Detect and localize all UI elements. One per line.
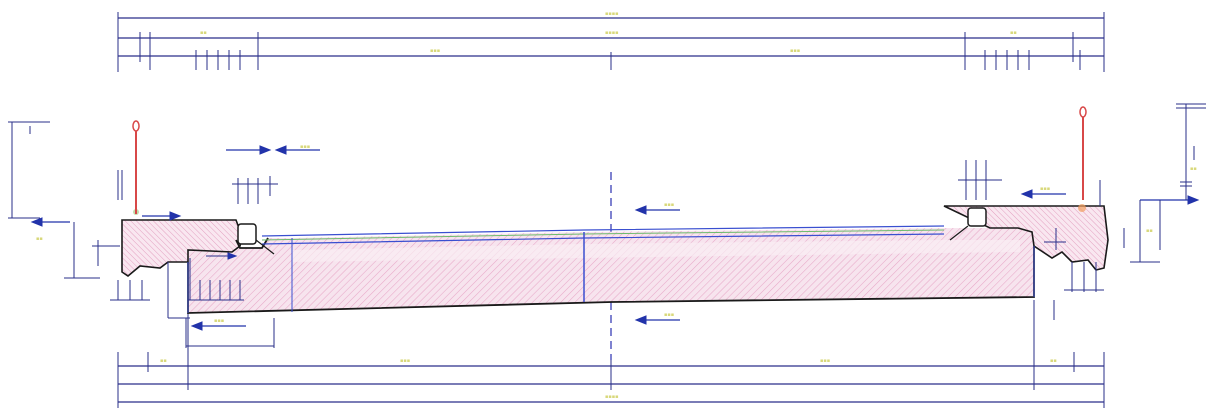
svg-text:▪▪▪: ▪▪▪ [664,312,674,318]
svg-text:▪▪▪▪: ▪▪▪▪ [605,11,619,17]
left-detail-dimensions [8,121,278,348]
faint-annotation-labels: ▪▪▪ ▪▪▪ ▪▪▪ ▪▪▪ ▪▪▪ ▪▪ ▪▪ ▪▪ [36,144,1197,324]
svg-text:▪▪▪: ▪▪▪ [300,144,310,150]
direction-arrow-icon [1020,189,1066,199]
svg-text:▪▪▪: ▪▪▪ [400,358,410,364]
svg-text:▪▪▪: ▪▪▪ [790,48,800,54]
direction-arrow-icon [226,145,320,155]
svg-text:▪▪: ▪▪ [1010,30,1017,36]
direction-arrow-icon [634,205,680,215]
right-groove-pocket [967,207,987,227]
svg-text:▪▪▪: ▪▪▪ [214,318,224,324]
right-detail-dimensions [958,103,1206,320]
svg-text:▪▪: ▪▪ [160,358,167,364]
direction-arrow-icon [30,217,70,227]
lifting-eye-icon [1079,106,1087,200]
direction-arrow-icon [634,315,680,325]
direction-arrow-icon [1140,195,1200,205]
direction-arrow-icon [190,321,246,331]
bottom-dimension-chains: ▪▪▪ ▪▪▪ ▪▪▪▪ ▪▪ ▪▪ [117,300,1105,408]
left-groove-pocket [237,223,257,245]
lifting-eye-icon [132,120,140,214]
svg-text:▪▪▪: ▪▪▪ [430,48,440,54]
svg-text:▪▪: ▪▪ [1190,166,1197,172]
svg-text:▪▪▪: ▪▪▪ [820,358,830,364]
top-dimension-chains: ▪▪▪▪ ▪▪▪▪ ▪▪▪ ▪▪▪ ▪▪ ▪▪ [117,11,1105,72]
svg-text:▪▪: ▪▪ [1050,358,1057,364]
direction-arrow-icon [142,211,182,221]
svg-text:▪▪▪: ▪▪▪ [664,202,674,208]
section-profile [121,204,1109,314]
svg-text:▪▪: ▪▪ [200,30,207,36]
svg-text:▪▪: ▪▪ [1146,228,1153,234]
svg-text:▪▪▪: ▪▪▪ [1040,186,1050,192]
svg-text:▪▪▪▪: ▪▪▪▪ [605,30,619,36]
svg-text:▪▪▪▪: ▪▪▪▪ [605,394,619,400]
svg-text:▪▪: ▪▪ [36,236,43,242]
